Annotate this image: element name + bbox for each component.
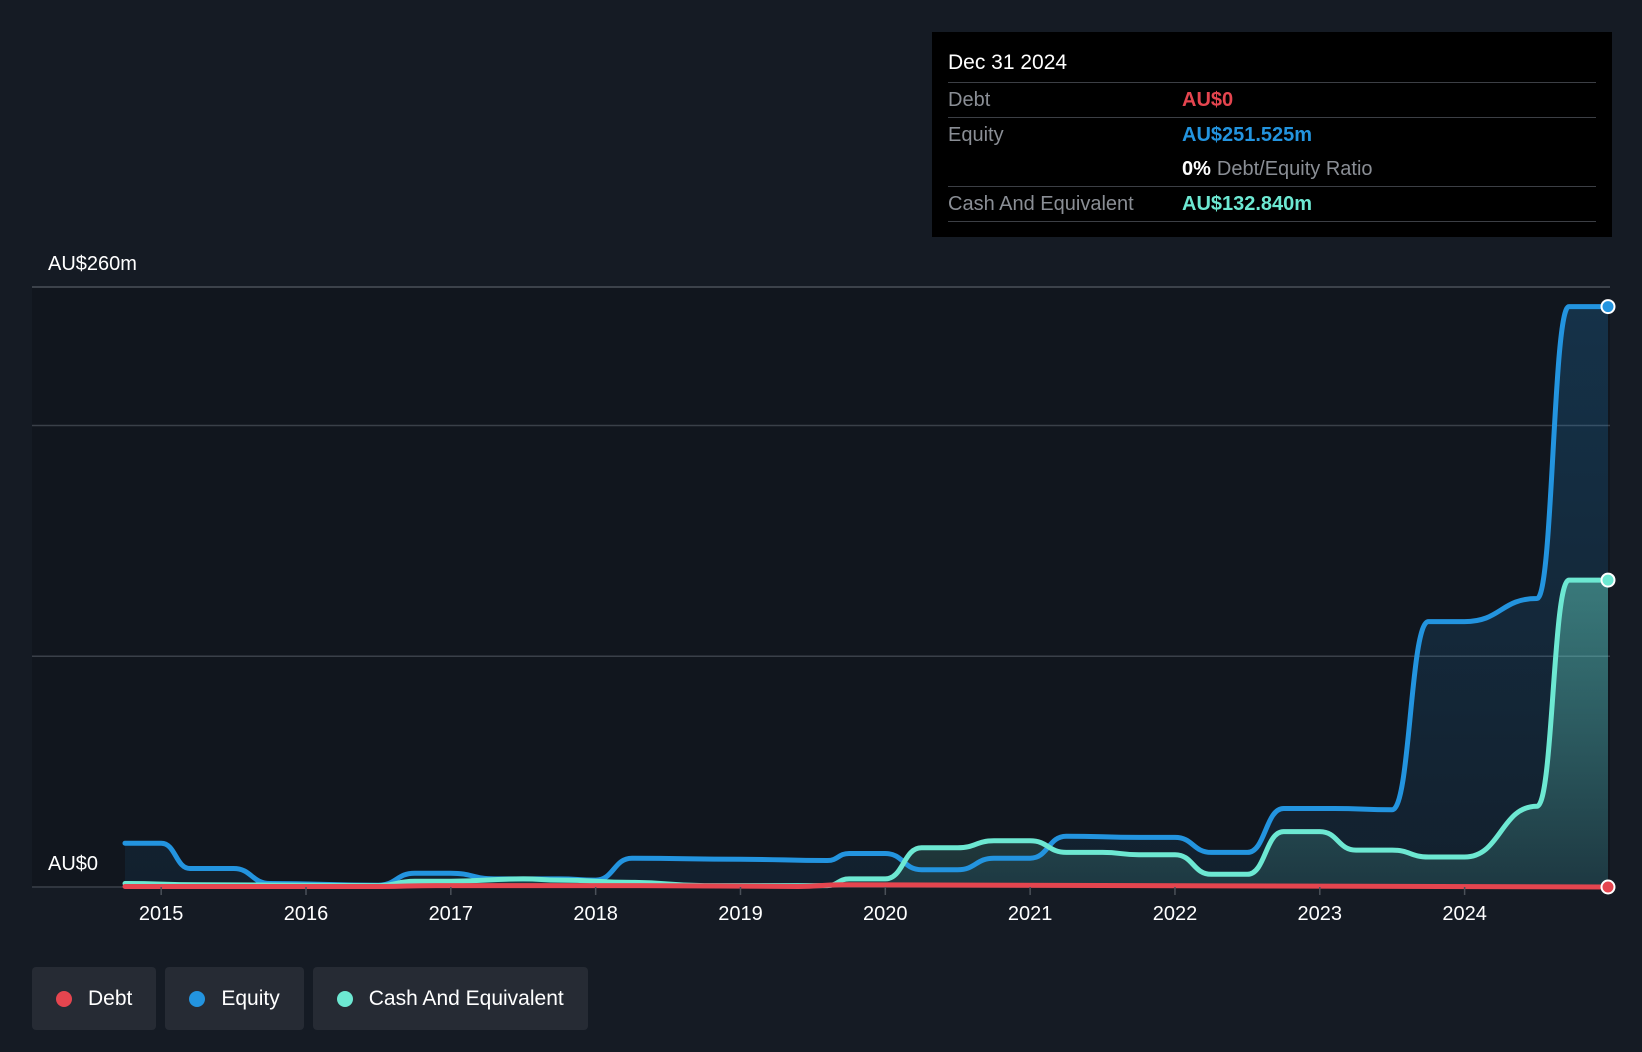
legend-debt-label: Debt (88, 986, 133, 1010)
x-tick-label-2016: 2016 (284, 903, 329, 925)
chart-legend: Debt Equity Cash And Equivalent (32, 967, 588, 1030)
tooltip-row-debt: Debt AU$0 (948, 83, 1596, 118)
cash-series-line (122, 577, 1611, 889)
tooltip-equity-label: Equity (948, 124, 1004, 146)
x-tick-label-2023: 2023 (1298, 903, 1343, 925)
x-tick-label-2015: 2015 (139, 903, 184, 925)
legend-item-equity[interactable]: Equity (165, 967, 304, 1030)
tooltip-ratio-label: Debt/Equity Ratio (1216, 158, 1373, 180)
y-axis-top-label: AU$260m (48, 253, 137, 275)
tooltip-cash-label: Cash And Equivalent (948, 193, 1134, 215)
x-tick-label-2024: 2024 (1442, 903, 1487, 925)
legend-item-cash[interactable]: Cash And Equivalent (312, 967, 588, 1030)
y-axis-bottom-label: AU$0 (48, 853, 98, 875)
legend-item-debt[interactable]: Debt (32, 967, 157, 1030)
x-tick-label-2020: 2020 (863, 903, 908, 925)
tooltip-equity-value: AU$251.525m (1182, 124, 1313, 146)
area-layer (125, 306, 1608, 888)
debt-dot-icon (56, 990, 72, 1007)
marker-layer (1600, 299, 1616, 895)
legend-cash-label: Cash And Equivalent (368, 986, 564, 1010)
tooltip-debt-value: AU$0 (1182, 89, 1234, 111)
equity-dot-icon (189, 990, 206, 1007)
data-tooltip: Dec 31 2024 Debt AU$0 Equity AU$251.525m… (932, 32, 1612, 237)
line-layer (122, 304, 1611, 890)
tooltip-row-cash: Cash And Equivalent AU$132.840m (948, 187, 1596, 222)
tooltip-row-ratio: 0% Debt/Equity Ratio (948, 152, 1596, 187)
x-tick-label-2019: 2019 (718, 903, 763, 925)
debt-end-marker (1600, 879, 1616, 895)
equity-area (125, 306, 1608, 888)
tooltip-date: Dec 31 2024 (948, 46, 1596, 83)
x-axis-ticks: 2015 2016 2017 2018 2019 2020 2021 2022 2023 2024 (139, 887, 1487, 925)
tooltip-ratio-value: 0% (1182, 158, 1211, 180)
x-tick-label-2021: 2021 (1008, 903, 1053, 925)
equity-series-line (122, 304, 1611, 888)
tooltip-cash-value: AU$132.840m (1182, 193, 1313, 215)
x-tick-label-2022: 2022 (1153, 903, 1198, 925)
equity-end-marker (1600, 299, 1616, 315)
x-tick-label-2018: 2018 (573, 903, 618, 925)
debt-series-line (122, 882, 1611, 890)
cash-dot-icon (336, 990, 353, 1007)
tooltip-row-equity: Equity AU$251.525m (948, 118, 1596, 152)
legend-equity-label: Equity (221, 986, 280, 1010)
plot-shade (32, 287, 1610, 887)
x-tick-label-2017: 2017 (429, 903, 474, 925)
cash-end-marker (1600, 572, 1616, 588)
tooltip-debt-label: Debt (948, 89, 991, 111)
